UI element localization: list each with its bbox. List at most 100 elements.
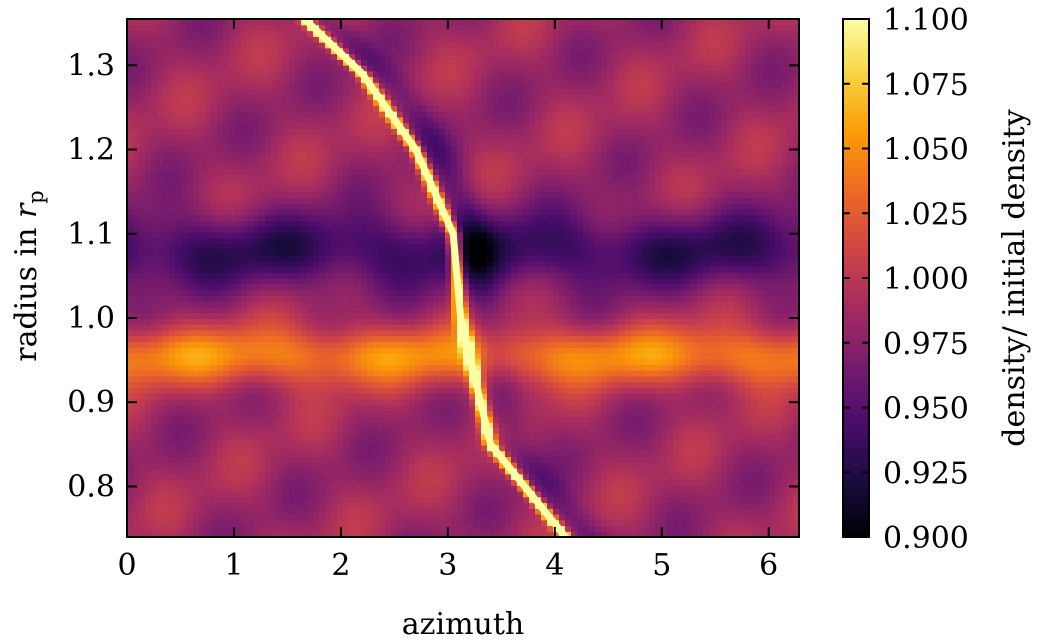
heatmap-cell bbox=[631, 381, 638, 388]
heatmap-cell bbox=[625, 433, 632, 440]
heatmap-cell bbox=[343, 416, 350, 423]
heatmap-cell bbox=[217, 416, 224, 423]
heatmap-cell bbox=[601, 479, 608, 486]
heatmap-cell bbox=[571, 393, 578, 400]
heatmap-cell bbox=[619, 329, 626, 337]
heatmap-cell bbox=[529, 324, 536, 331]
heatmap-cell bbox=[715, 496, 722, 504]
heatmap-cell bbox=[325, 364, 332, 371]
heatmap-cell bbox=[793, 364, 799, 371]
heatmap-cell bbox=[415, 531, 422, 537]
heatmap-cell bbox=[361, 410, 368, 417]
heatmap-cell bbox=[535, 283, 542, 291]
heatmap-cell bbox=[787, 427, 794, 434]
heatmap-cell bbox=[781, 318, 788, 325]
heatmap-cell bbox=[697, 485, 704, 492]
heatmap-cell bbox=[247, 295, 254, 302]
heatmap-cell bbox=[589, 312, 596, 319]
heatmap-cell bbox=[205, 312, 212, 319]
heatmap-cell bbox=[487, 301, 494, 308]
heatmap-cell bbox=[601, 324, 608, 331]
heatmap-cell bbox=[205, 490, 212, 498]
heatmap-cell bbox=[499, 358, 506, 365]
heatmap-cell bbox=[373, 341, 380, 348]
heatmap-cell bbox=[661, 450, 668, 458]
heatmap-cell bbox=[445, 341, 452, 348]
heatmap-cell bbox=[391, 387, 398, 394]
heatmap-cell bbox=[553, 358, 560, 365]
heatmap-cell bbox=[589, 398, 596, 406]
heatmap-cell bbox=[445, 456, 452, 463]
heatmap-cell bbox=[199, 519, 206, 527]
heatmap-cell bbox=[691, 341, 698, 348]
heatmap-cell bbox=[631, 439, 638, 446]
heatmap-cell bbox=[271, 416, 278, 423]
heatmap-cell bbox=[511, 421, 518, 429]
heatmap-cell bbox=[697, 439, 704, 446]
heatmap-cell bbox=[781, 513, 788, 521]
heatmap-cell bbox=[619, 502, 626, 509]
heatmap-cell bbox=[349, 433, 356, 440]
heatmap-cell bbox=[253, 393, 260, 400]
heatmap-cell bbox=[205, 318, 212, 325]
heatmap-cell bbox=[577, 324, 584, 331]
heatmap-cell bbox=[655, 456, 662, 463]
heatmap-cell bbox=[433, 490, 440, 498]
heatmap-cell bbox=[241, 410, 248, 417]
heatmap-cell bbox=[505, 347, 512, 354]
heatmap-cell bbox=[637, 473, 644, 481]
heatmap-cell bbox=[577, 502, 584, 509]
heatmap-cell bbox=[787, 473, 794, 481]
heatmap-cell bbox=[433, 370, 440, 377]
heatmap-cell bbox=[451, 306, 458, 314]
heatmap-cell bbox=[781, 289, 788, 296]
heatmap-cell bbox=[343, 450, 350, 458]
heatmap-cell bbox=[601, 318, 608, 325]
heatmap-cell bbox=[577, 416, 584, 423]
heatmap-cell bbox=[595, 295, 602, 302]
heatmap-cell bbox=[295, 335, 302, 342]
heatmap-cell bbox=[313, 525, 320, 532]
heatmap-cell bbox=[325, 444, 332, 452]
heatmap-cell bbox=[133, 375, 140, 383]
heatmap-cell bbox=[379, 312, 386, 319]
heatmap-cell bbox=[151, 410, 158, 417]
heatmap-cell bbox=[223, 324, 230, 331]
heatmap-cell bbox=[127, 364, 134, 371]
heatmap-cell bbox=[211, 450, 218, 458]
heatmap-cell bbox=[727, 393, 734, 400]
heatmap-cell bbox=[787, 375, 794, 383]
heatmap-cell bbox=[469, 421, 476, 429]
heatmap-cell bbox=[577, 347, 584, 354]
heatmap-cell bbox=[559, 370, 566, 377]
heatmap-cell bbox=[139, 335, 146, 342]
heatmap-cell bbox=[595, 433, 602, 440]
heatmap-cell bbox=[781, 462, 788, 469]
heatmap-cell bbox=[667, 358, 674, 365]
heatmap-cell bbox=[643, 467, 650, 475]
heatmap-cell bbox=[343, 375, 350, 383]
heatmap-cell bbox=[529, 513, 536, 521]
heatmap-cell bbox=[691, 370, 698, 377]
heatmap-cell bbox=[529, 404, 536, 411]
heatmap-cell bbox=[259, 335, 266, 342]
heatmap-cell bbox=[757, 462, 764, 469]
heatmap-cell bbox=[151, 301, 158, 308]
heatmap-cell bbox=[319, 513, 326, 521]
heatmap-cell bbox=[397, 450, 404, 458]
heatmap-cell bbox=[619, 295, 626, 302]
heatmap-cell bbox=[589, 341, 596, 348]
heatmap-cell bbox=[145, 531, 152, 537]
heatmap-cell bbox=[391, 318, 398, 325]
heatmap-cell bbox=[361, 462, 368, 469]
heatmap-cell bbox=[703, 329, 710, 337]
heatmap-cell bbox=[301, 513, 308, 521]
heatmap-cell bbox=[205, 496, 212, 504]
heatmap-cell bbox=[745, 462, 752, 469]
heatmap-cell bbox=[577, 467, 584, 475]
heatmap-cell bbox=[361, 312, 368, 319]
heatmap-cell bbox=[361, 335, 368, 342]
heatmap-cell bbox=[787, 352, 794, 360]
heatmap-cell bbox=[487, 335, 494, 342]
heatmap-cell bbox=[241, 398, 248, 406]
